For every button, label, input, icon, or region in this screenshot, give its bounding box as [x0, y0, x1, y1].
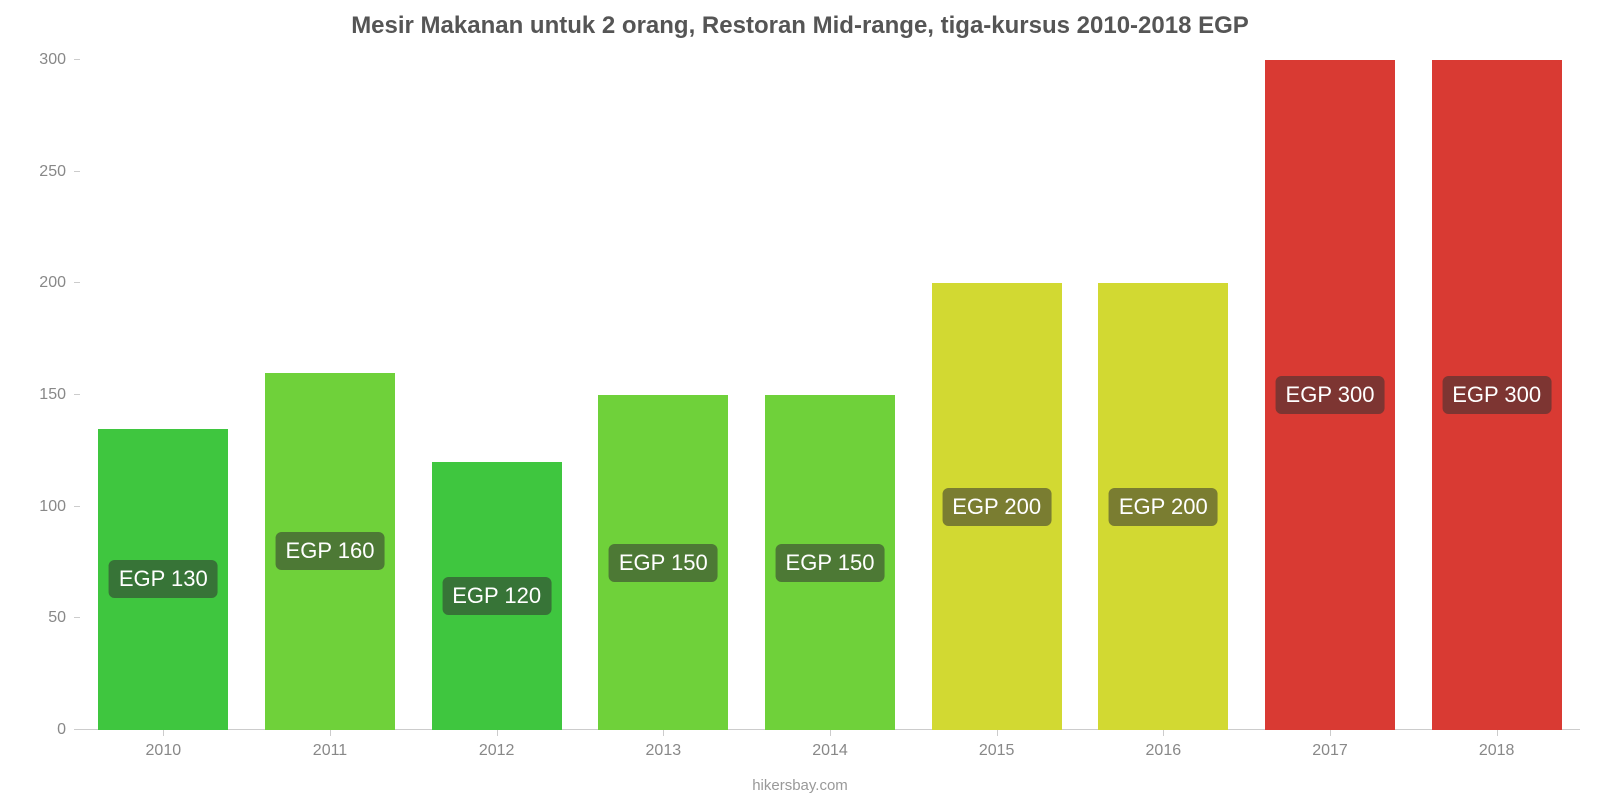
x-tick-mark [663, 730, 664, 736]
x-tick-label: 2015 [979, 742, 1015, 760]
x-tick-mark [1497, 730, 1498, 736]
x-tick-mark [497, 730, 498, 736]
y-tick-label: 50 [48, 609, 66, 627]
y-tick-mark [74, 171, 80, 172]
y-tick-mark [74, 394, 80, 395]
bar-value-label: EGP 150 [776, 544, 885, 582]
x-tick-label: 2011 [313, 742, 347, 760]
bar-value-label: EGP 200 [1109, 488, 1218, 526]
y-tick-label: 300 [39, 51, 66, 69]
x-tick-mark [830, 730, 831, 736]
plot-area: 0501001502002503002010EGP 1302011EGP 160… [80, 60, 1580, 730]
x-tick-mark [163, 730, 164, 736]
y-tick-label: 200 [39, 274, 66, 292]
x-tick-label: 2016 [1146, 742, 1182, 760]
y-tick-mark [74, 729, 80, 730]
chart-container: Mesir Makanan untuk 2 orang, Restoran Mi… [0, 0, 1600, 800]
source-label: hikersbay.com [0, 777, 1600, 794]
x-tick-mark [1163, 730, 1164, 736]
y-tick-label: 150 [39, 386, 66, 404]
y-tick-label: 0 [57, 721, 66, 739]
bar-value-label: EGP 120 [442, 577, 551, 615]
y-tick-mark [74, 617, 80, 618]
bar-value-label: EGP 300 [1442, 376, 1551, 414]
y-tick-mark [74, 506, 80, 507]
x-tick-mark [1330, 730, 1331, 736]
x-tick-label: 2012 [479, 742, 515, 760]
x-tick-mark [997, 730, 998, 736]
x-tick-label: 2014 [812, 742, 848, 760]
x-tick-label: 2013 [646, 742, 682, 760]
bar-value-label: EGP 130 [109, 560, 218, 598]
chart-title: Mesir Makanan untuk 2 orang, Restoran Mi… [0, 12, 1600, 40]
x-tick-label: 2017 [1312, 742, 1348, 760]
y-tick-mark [74, 282, 80, 283]
x-tick-label: 2010 [146, 742, 182, 760]
y-tick-label: 250 [39, 163, 66, 181]
y-tick-mark [74, 59, 80, 60]
x-tick-label: 2018 [1479, 742, 1515, 760]
bar-value-label: EGP 150 [609, 544, 718, 582]
bar-value-label: EGP 200 [942, 488, 1051, 526]
x-tick-mark [330, 730, 331, 736]
y-tick-label: 100 [39, 498, 66, 516]
bar-value-label: EGP 300 [1276, 376, 1385, 414]
bar-value-label: EGP 160 [276, 532, 385, 570]
